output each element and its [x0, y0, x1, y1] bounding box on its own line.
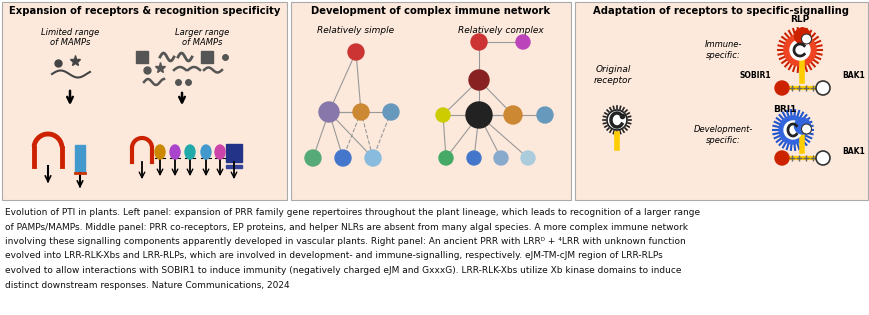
- Circle shape: [319, 102, 339, 122]
- Circle shape: [774, 81, 788, 95]
- Text: evolved to allow interactions with SOBIR1 to induce immunity (negatively charged: evolved to allow interactions with SOBIR…: [5, 266, 680, 275]
- Circle shape: [793, 28, 810, 44]
- Circle shape: [778, 116, 806, 144]
- Text: Development-
specific:: Development- specific:: [693, 125, 752, 145]
- Circle shape: [335, 150, 350, 166]
- Text: Expansion of receptors & recognition specificity: Expansion of receptors & recognition spe…: [9, 6, 280, 16]
- Circle shape: [348, 44, 363, 60]
- Circle shape: [439, 151, 453, 165]
- Text: Evolution of PTI in plants. Left panel: expansion of PRR family gene repertoires: Evolution of PTI in plants. Left panel: …: [5, 208, 700, 217]
- Circle shape: [774, 151, 788, 165]
- Ellipse shape: [201, 145, 211, 159]
- Text: distinct downstream responses. Nature Communications, 2024: distinct downstream responses. Nature Co…: [5, 280, 289, 289]
- FancyBboxPatch shape: [2, 2, 287, 200]
- Circle shape: [800, 124, 811, 134]
- Text: evolved into LRR-RLK-Xbs and LRR-RLPs, which are involved in development- and im: evolved into LRR-RLK-Xbs and LRR-RLPs, w…: [5, 251, 662, 261]
- Text: Immune-
specific:: Immune- specific:: [704, 40, 741, 60]
- Ellipse shape: [215, 145, 225, 159]
- Circle shape: [800, 34, 811, 44]
- Circle shape: [607, 110, 627, 130]
- Circle shape: [789, 40, 809, 60]
- Circle shape: [536, 107, 553, 123]
- FancyBboxPatch shape: [290, 2, 570, 200]
- Circle shape: [435, 108, 449, 122]
- Circle shape: [815, 81, 829, 95]
- Text: Adaptation of receptors to specific-signalling: Adaptation of receptors to specific-sign…: [593, 6, 848, 16]
- Circle shape: [468, 70, 488, 90]
- Text: SOBIR1: SOBIR1: [739, 71, 770, 79]
- Circle shape: [467, 151, 481, 165]
- Circle shape: [783, 34, 815, 66]
- Circle shape: [305, 150, 321, 166]
- Text: of PAMPs/MAMPs. Middle panel: PRR co-receptors, EP proteins, and helper NLRs are: of PAMPs/MAMPs. Middle panel: PRR co-rec…: [5, 222, 687, 232]
- Text: Limited range
of MAMPs: Limited range of MAMPs: [41, 28, 99, 47]
- Circle shape: [515, 35, 529, 49]
- Circle shape: [783, 121, 801, 139]
- Circle shape: [470, 34, 487, 50]
- Circle shape: [503, 106, 521, 124]
- Text: Relatively complex: Relatively complex: [458, 26, 543, 35]
- Circle shape: [466, 102, 492, 128]
- Bar: [75, 145, 85, 173]
- Circle shape: [382, 104, 399, 120]
- Circle shape: [494, 151, 507, 165]
- Text: BAK1: BAK1: [841, 147, 864, 157]
- Circle shape: [793, 118, 810, 134]
- Bar: [226, 165, 242, 168]
- Circle shape: [353, 104, 368, 120]
- Ellipse shape: [169, 145, 180, 159]
- Circle shape: [521, 151, 534, 165]
- Text: Original
receptor: Original receptor: [594, 65, 632, 85]
- Text: RLP: RLP: [789, 15, 809, 25]
- Ellipse shape: [185, 145, 195, 159]
- FancyBboxPatch shape: [574, 2, 867, 200]
- Bar: [226, 144, 242, 162]
- Text: BAK1: BAK1: [841, 71, 864, 79]
- Text: Development of complex immune network: Development of complex immune network: [311, 6, 550, 16]
- Text: Larger range
of MAMPs: Larger range of MAMPs: [175, 28, 229, 47]
- Text: BRI1: BRI1: [773, 106, 796, 114]
- Ellipse shape: [155, 145, 165, 159]
- Text: Relatively simple: Relatively simple: [317, 26, 395, 35]
- Circle shape: [815, 151, 829, 165]
- Circle shape: [365, 150, 381, 166]
- Text: involving these signalling components apparently developed in vascular plants. R: involving these signalling components ap…: [5, 237, 685, 246]
